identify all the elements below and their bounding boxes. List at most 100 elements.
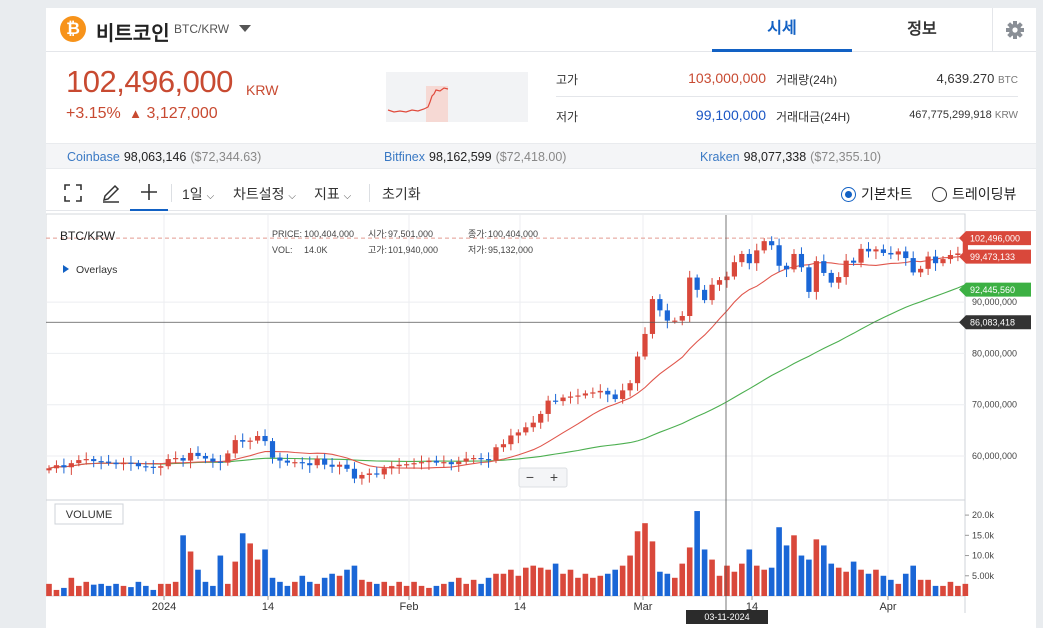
ohlc-high-label: 고가: — [368, 245, 387, 255]
candle — [925, 256, 931, 269]
volume-tick-label: 15.0k — [972, 530, 995, 540]
volume-bar — [552, 563, 559, 596]
fullscreen-button[interactable] — [64, 184, 82, 205]
settings-button[interactable] — [992, 8, 1036, 52]
radio-checked-icon — [841, 187, 856, 202]
candle — [128, 462, 134, 464]
ohlc-high: 101,940,000 — [388, 245, 438, 255]
chart-symbol: BTC/KRW — [60, 229, 116, 243]
candle — [292, 462, 298, 464]
candle — [433, 460, 439, 463]
candle — [858, 248, 864, 263]
price-tag — [959, 282, 1031, 297]
volume-bar — [433, 585, 440, 596]
bitcoin-icon: ₿ — [60, 16, 86, 42]
candle — [679, 316, 685, 321]
coin-pair[interactable]: BTC/KRW — [174, 22, 230, 36]
chevron-down-icon[interactable] — [239, 25, 251, 32]
volume-bar — [53, 589, 60, 596]
candle — [456, 461, 462, 465]
candle — [590, 392, 596, 394]
ohlc-vol: 14.0K — [304, 245, 328, 255]
volume-bar — [962, 583, 969, 596]
candle — [612, 394, 618, 400]
candle — [769, 241, 775, 246]
indicator-select[interactable]: 지표 ⌵ — [314, 186, 352, 202]
radio-unchecked-icon — [932, 187, 947, 202]
x-tick-label: Apr — [879, 601, 896, 613]
tab-info[interactable]: 정보 — [907, 21, 937, 38]
reset-button[interactable]: 초기화 — [382, 186, 421, 202]
candle — [895, 251, 901, 255]
volume-bar — [783, 545, 790, 596]
volume-bar — [865, 573, 872, 596]
exchange-coinbase[interactable]: Coinbase 98,063,146 ($72,344.63) — [67, 150, 262, 164]
sparkline — [386, 72, 528, 122]
volume-bar — [664, 573, 671, 596]
candle — [389, 466, 395, 469]
candle — [180, 458, 186, 461]
overlays-toggle[interactable]: Overlays — [76, 264, 117, 276]
zoom-in-button[interactable]: + — [550, 469, 558, 485]
exchange-bitfinex[interactable]: Bitfinex 98,162,599 ($72,418.00) — [384, 150, 567, 164]
volume-bar — [739, 563, 745, 596]
volume-bar — [791, 535, 797, 596]
volume-bar — [68, 577, 75, 596]
volume-bar — [172, 581, 179, 596]
candle — [307, 463, 313, 466]
volume-bar — [455, 577, 462, 596]
zoom-out-button[interactable]: − — [526, 469, 534, 485]
draw-button[interactable] — [101, 183, 121, 206]
volume-bar — [776, 527, 782, 596]
coin-header: ₿ 비트코인 BTC/KRW 시세 정보 — [46, 8, 1036, 52]
volume-bar — [523, 567, 529, 596]
volume-bar — [642, 523, 648, 596]
interval-select[interactable]: 1일 ⌵ — [182, 186, 215, 202]
volume-bar — [388, 585, 395, 596]
volume-bar — [672, 577, 678, 596]
ohlc-price: 100,404,000 — [304, 229, 354, 239]
tab-price[interactable]: 시세 — [712, 8, 852, 52]
volume-label-box — [54, 503, 124, 525]
volume-bar — [694, 511, 700, 596]
volume-bar — [329, 573, 335, 596]
volume-bar — [597, 575, 604, 596]
candle — [873, 249, 879, 252]
basic-chart-radio[interactable]: 기본차트 — [841, 184, 913, 204]
candle — [783, 265, 790, 270]
candle — [262, 435, 268, 442]
coin-name[interactable]: 비트코인 — [96, 23, 170, 45]
candle — [575, 395, 581, 397]
candle — [374, 473, 380, 475]
volume-bar — [321, 577, 328, 596]
volume-bar — [873, 569, 879, 596]
candle — [932, 256, 939, 264]
volume-bar — [120, 585, 127, 596]
price-chart[interactable]: 102,496,000 99,473,133 92,445,560 86,083,41… — [46, 8, 1036, 628]
candle — [515, 432, 521, 436]
volume-bar — [731, 571, 738, 596]
volume-bar — [768, 567, 775, 596]
volume-bar — [880, 575, 887, 596]
candle — [702, 289, 708, 301]
ohlc-price-label: PRICE: — [272, 229, 302, 239]
triangle-right-icon[interactable] — [63, 265, 69, 273]
candle — [418, 462, 425, 464]
candle — [68, 463, 74, 468]
volume-bar — [269, 577, 276, 596]
tradingview-radio[interactable]: 트레이딩뷰 — [932, 184, 1016, 204]
volume-bar — [239, 533, 246, 596]
volume-bar — [835, 567, 842, 596]
candle — [441, 462, 447, 464]
exchange-kraken[interactable]: Kraken 98,077,338 ($72,355.10) — [700, 150, 882, 164]
volume-bar — [709, 559, 715, 596]
volume-bar — [843, 571, 849, 596]
volume-bar — [940, 585, 946, 596]
candle — [538, 413, 544, 423]
volume-bar — [560, 573, 566, 596]
chart-settings-select[interactable]: 차트설정 ⌵ — [233, 186, 297, 202]
candle — [98, 461, 104, 463]
y-tick-label: 60,000,000 — [972, 451, 1017, 461]
volume-bar — [426, 587, 432, 596]
crosshair-button[interactable] — [130, 175, 168, 211]
